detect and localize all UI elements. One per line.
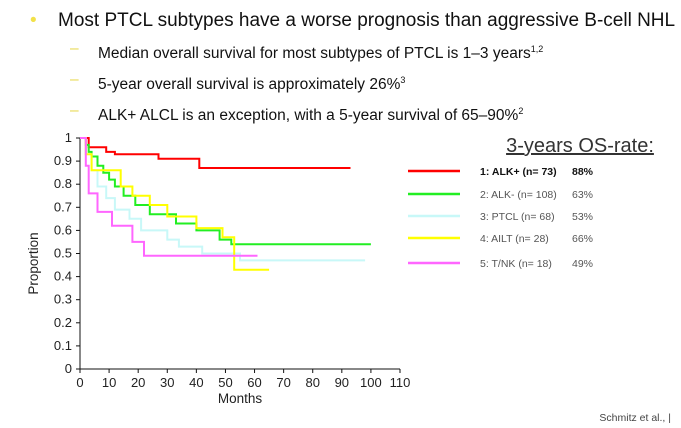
legend-rate: 88%	[572, 166, 594, 178]
y-tick-label: 0.1	[54, 338, 72, 353]
series-line	[80, 137, 270, 271]
series-line	[80, 137, 366, 262]
x-tick-label: 50	[218, 375, 232, 390]
y-tick-label: 0.8	[54, 176, 72, 191]
legend-label: 2: ALK- (n= 108)	[480, 189, 557, 201]
x-tick-label: 90	[335, 375, 349, 390]
bullet-list: • Most PTCL subtypes have a worse progno…	[30, 8, 680, 127]
legend-label: 1: ALK+ (n= 73)	[480, 166, 557, 178]
chart-title: 3-years OS-rate:	[506, 135, 654, 157]
main-bullet: • Most PTCL subtypes have a worse progno…	[30, 8, 680, 34]
y-axis-label: Proportion	[26, 232, 41, 294]
series-line	[80, 137, 371, 246]
x-tick-label: 20	[131, 375, 145, 390]
x-axis-label: Months	[218, 391, 263, 406]
legend-label: 4: AILT (n= 28)	[480, 233, 549, 245]
y-tick-label: 0.9	[54, 153, 72, 168]
y-tick-label: 0.3	[54, 292, 72, 307]
x-tick-label: 80	[305, 375, 319, 390]
x-tick-label: 0	[76, 375, 83, 390]
km-survival-chart: 00.10.20.30.40.50.60.70.80.910 10 20 30 40 50…	[26, 130, 654, 406]
sub-bullet: – Median overall survival for most subty…	[30, 38, 680, 65]
y-tick-label: 0.7	[54, 199, 72, 214]
dash-icon: –	[70, 102, 79, 119]
x-tick-label: 40	[189, 375, 203, 390]
x-tick-label: 60	[247, 375, 261, 390]
legend-label: 5: T/NK (n= 18)	[480, 258, 552, 270]
bullet-dot-icon: •	[30, 10, 37, 31]
footnote-ref: 1,2	[530, 44, 544, 54]
citation: Schmitz et al., |	[599, 412, 671, 424]
sub-bullet-text: Median overall survival for most subtype…	[98, 45, 531, 62]
x-tick-label: 100	[360, 375, 382, 390]
footnote-ref: 3	[400, 75, 406, 85]
y-tick-label: 1	[65, 130, 72, 145]
x-tick-label: 110	[390, 375, 411, 390]
x-tick-label: 70	[276, 375, 290, 390]
sub-bullet-text: ALK+ ALCL is an exception, with a 5-year…	[98, 107, 519, 124]
x-tick-label: 10	[102, 375, 116, 390]
y-tick-label: 0	[65, 361, 72, 376]
x-tick-label: 30	[160, 375, 174, 390]
legend-rate: 66%	[572, 233, 593, 245]
legend-label: 3: PTCL (n= 68)	[480, 211, 555, 223]
legend-rate: 63%	[572, 189, 593, 201]
y-tick-label: 0.2	[54, 315, 72, 330]
sub-bullet: – 5-year overall survival is approximate…	[30, 69, 680, 96]
sub-bullet: – ALK+ ALCL is an exception, with a 5-ye…	[30, 100, 680, 127]
series-line	[80, 137, 351, 169]
sub-bullet-text: 5-year overall survival is approximately…	[98, 76, 401, 93]
series-line	[80, 137, 258, 257]
dash-icon: –	[70, 71, 79, 88]
legend-rate: 49%	[572, 258, 593, 270]
y-tick-label: 0.4	[54, 269, 72, 284]
legend-rate: 53%	[572, 211, 593, 223]
main-bullet-text: Most PTCL subtypes have a worse prognosi…	[58, 10, 676, 31]
footnote-ref: 2	[518, 106, 524, 116]
y-tick-label: 0.5	[54, 246, 72, 261]
y-tick-label: 0.6	[54, 222, 72, 237]
dash-icon: –	[70, 40, 79, 57]
